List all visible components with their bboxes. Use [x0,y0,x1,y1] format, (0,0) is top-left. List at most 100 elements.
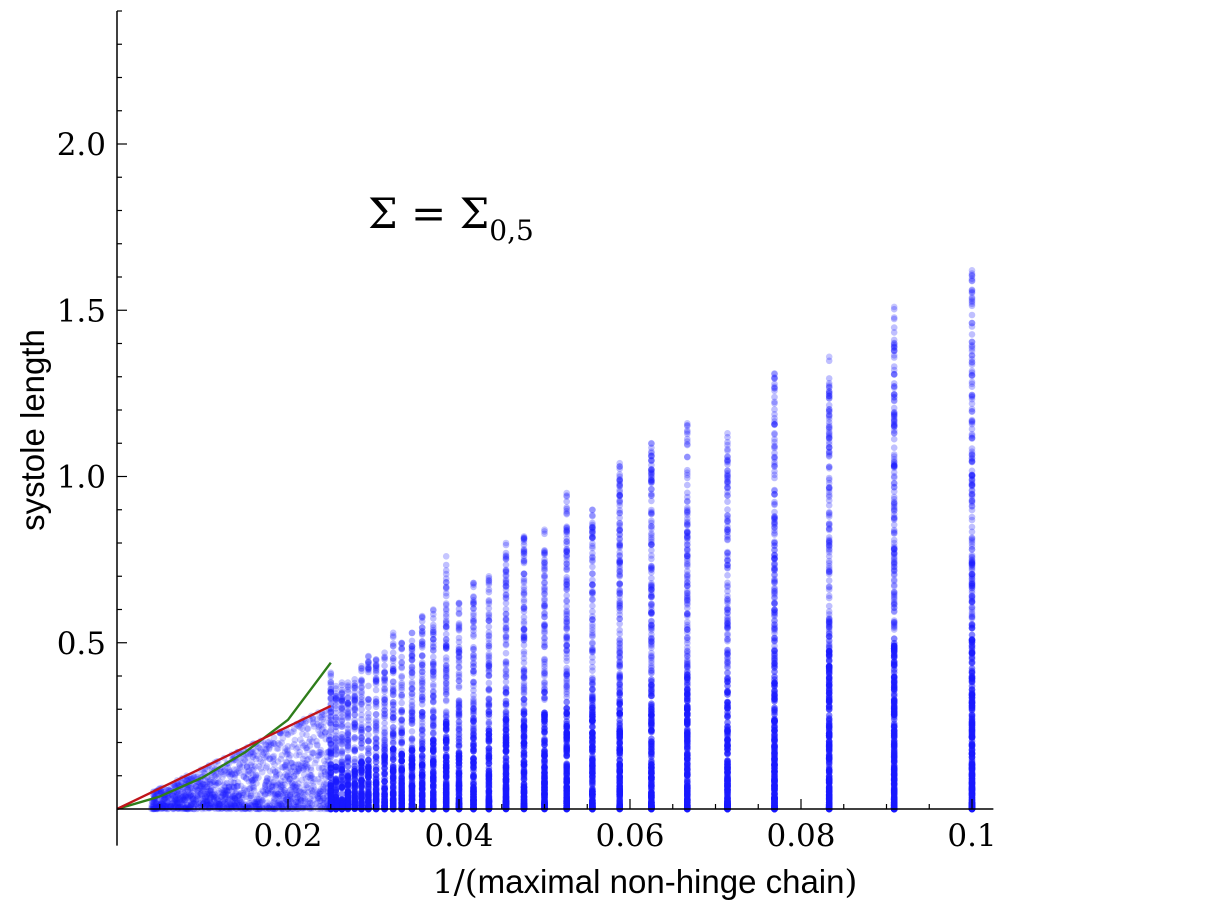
scatter-point [563,618,570,626]
scatter-point [724,441,731,449]
scatter-point [520,556,528,564]
scatter-point [825,549,833,556]
scatter-point [485,598,493,605]
scatter-point [968,613,976,621]
scatter-point [968,434,976,442]
scatter-point [724,461,731,468]
scatter-point [890,305,898,313]
scatter-point [890,528,898,535]
scatter-point [485,760,493,767]
scatter-point [724,778,731,786]
scatter-point [684,798,691,806]
scatter-point [616,737,623,745]
scatter-point [541,739,548,746]
scatter-point [968,560,976,567]
scatter-point [442,724,450,732]
scatter-point [563,747,570,755]
scatter-point [563,577,570,585]
scatter-point [563,633,570,641]
scatter-point [408,735,416,742]
scatter-point [520,673,528,680]
scatter-point [968,454,976,462]
scatter-point [825,592,833,600]
scatter-point [541,718,548,725]
scatter-point [771,625,778,633]
scatter-point [890,411,898,419]
scatter-point [825,769,833,776]
scatter-point [724,719,731,726]
scatter-point [408,769,416,777]
scatter-point [771,384,778,392]
scatter-point [968,566,976,574]
scatter-point [890,607,898,615]
scatter-point [724,565,731,572]
scatter-point [520,749,528,756]
scatter-point [968,592,976,600]
scatter-point [968,302,976,310]
scatter-point [485,623,493,631]
scatter-point [442,788,450,796]
scatter-point [825,382,833,389]
scatter-point [890,623,898,630]
scatter-point [890,347,898,354]
scatter-point [825,406,833,413]
scatter-point [563,710,570,717]
scatter-point [455,770,463,778]
scatter-point [890,571,898,579]
scatter-point [968,342,976,349]
scatter-point [968,597,976,605]
scatter-point [890,455,898,463]
scatter-point [563,657,570,665]
scatter-point [825,380,833,387]
scatter-point [684,648,691,655]
scatter-point [455,653,463,660]
scatter-point [430,789,437,796]
scatter-point [541,778,548,786]
scatter-point [485,588,493,596]
scatter-point [825,678,833,685]
scatter-point [825,553,833,560]
scatter-point [825,577,833,584]
scatter-point [563,510,570,518]
scatter-point [890,336,898,344]
scatter-point [890,530,898,537]
scatter-point [968,479,976,487]
scatter-point [430,639,437,647]
scatter-point [825,521,833,529]
scatter-point [684,440,691,448]
scatter-point [968,580,976,587]
scatter-point [648,538,655,546]
scatter-point [589,693,596,701]
scatter-point [771,471,778,479]
scatter-point [890,620,898,628]
scatter-point [724,447,731,455]
scatter-point [724,498,731,506]
scatter-point [968,604,976,611]
scatter-point [968,300,976,308]
scatter-point [825,642,833,649]
scatter-point [825,722,833,730]
scatter-point [968,503,976,510]
scatter-point [825,689,833,696]
scatter-point [825,730,833,737]
scatter-point [968,587,976,594]
scatter-point [563,762,570,769]
scatter-point [825,476,833,484]
scatter-point [442,670,450,677]
scatter-point [968,565,976,572]
scatter-point [684,508,691,515]
scatter-point [968,457,976,465]
scatter-point [771,455,778,462]
scatter-point [724,761,731,768]
scatter-point [418,768,426,776]
scatter-point [825,617,833,625]
scatter-point [968,482,976,490]
scatter-point [825,543,833,550]
scatter-point [825,428,833,436]
scatter-point [890,484,898,491]
scatter-point [771,804,778,811]
scatter-point [455,671,463,679]
scatter-point [890,397,898,405]
scatter-point [825,444,833,451]
